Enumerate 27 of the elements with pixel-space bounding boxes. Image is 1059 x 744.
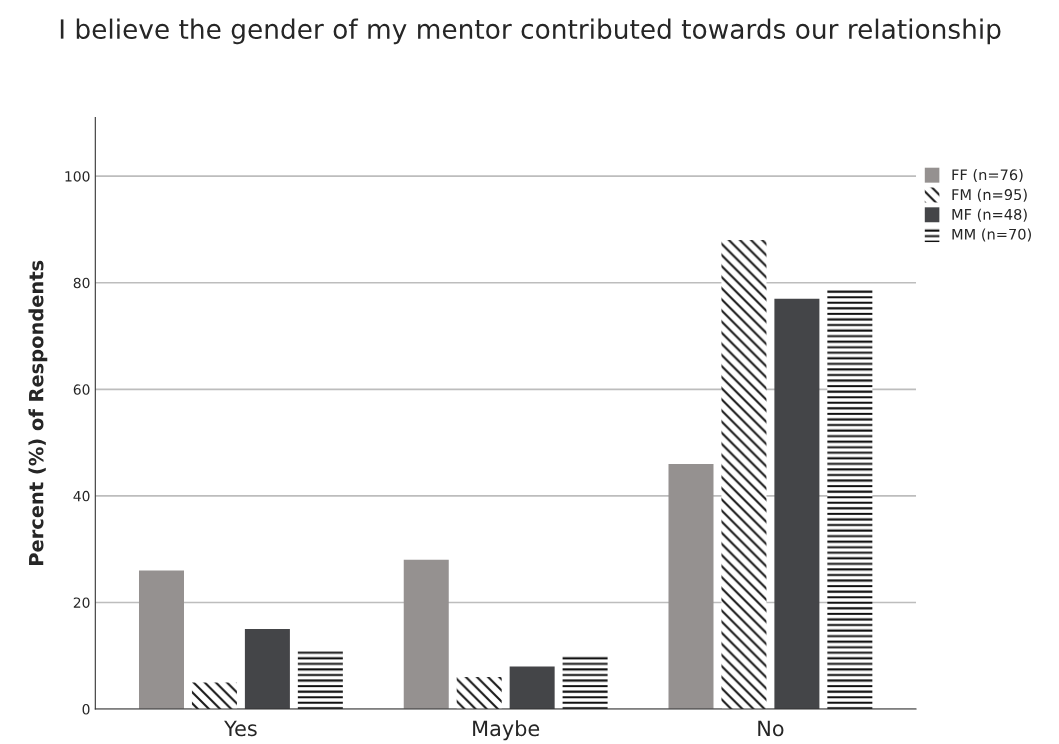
legend-label: FF (n=76) xyxy=(952,169,1023,183)
legend-label: MM (n=70) xyxy=(952,228,1031,242)
y-tick-label: 40 xyxy=(73,490,90,502)
bar xyxy=(668,463,714,710)
bar xyxy=(827,288,873,710)
bar xyxy=(138,570,184,710)
y-tick-label: 100 xyxy=(65,171,90,182)
bar xyxy=(403,559,449,710)
y-tick-label: 0 xyxy=(82,704,90,715)
chart-title: I believe the gender of my mentor contributed towards our relationship xyxy=(60,18,1001,45)
y-tick-label: 20 xyxy=(73,597,90,608)
bar xyxy=(456,677,502,710)
legend-label: FM (n=95) xyxy=(952,188,1027,202)
legend-label: MF (n=48) xyxy=(952,208,1027,222)
x-tick-label: Yes xyxy=(224,720,257,737)
bar xyxy=(244,629,290,710)
bar xyxy=(562,655,608,710)
bar xyxy=(774,298,820,710)
x-tick-label: No xyxy=(758,720,784,737)
bar xyxy=(191,682,237,710)
bar xyxy=(297,650,343,710)
bar xyxy=(721,240,767,710)
y-axis-title: Percent (%) of Respondents xyxy=(28,260,48,565)
y-tick-label: 80 xyxy=(73,277,90,289)
bar xyxy=(509,666,555,710)
y-tick-label: 60 xyxy=(73,384,90,395)
x-tick-label: Maybe xyxy=(473,720,540,741)
